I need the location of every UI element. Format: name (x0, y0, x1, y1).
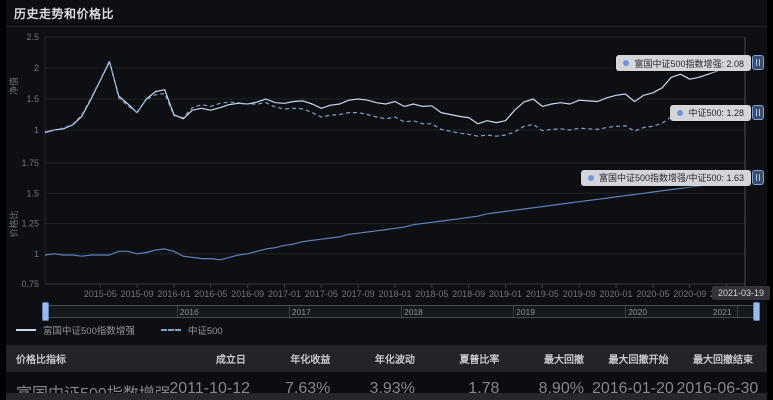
svg-text:1: 1 (34, 125, 39, 135)
series-dot-icon (623, 60, 630, 67)
grip-lines-icon (756, 173, 760, 181)
grip-lines-icon (756, 108, 760, 116)
axis-pointer-handle[interactable] (752, 169, 764, 185)
legend-label: 中证500 (187, 326, 223, 337)
svg-text:净值: 净值 (8, 77, 19, 95)
legend-label: 富国中证500指数增强 (43, 326, 135, 337)
svg-text:2016-05: 2016-05 (194, 289, 227, 299)
table-header-cell: 最大回撤 (543, 355, 584, 366)
svg-text:2: 2 (34, 63, 39, 73)
svg-text:2020-05: 2020-05 (636, 289, 669, 299)
svg-text:1.5: 1.5 (26, 94, 39, 104)
nav-ratio-chart[interactable]: 1 1.5 2 2.5 0.75 1 1.25 1.5 1.75 净值价格比 2015-05 2015… (0, 0, 773, 302)
series-value-text: 富国中证500指数增强: 2.08 (634, 58, 744, 69)
svg-text:2017-09: 2017-09 (342, 289, 375, 299)
svg-text:2016-01: 2016-01 (157, 289, 190, 299)
legend-item-fund[interactable]: 富国中证500指数增强 (16, 323, 135, 337)
datazoom-year-tick (625, 306, 627, 317)
datazoom-year-tick (737, 306, 739, 317)
series-value-text: 中证500: 1.28 (688, 108, 744, 119)
title-bar: 历史走势和价格比 (6, 0, 767, 27)
table-footer-strip (6, 393, 767, 400)
series-dot-icon (587, 174, 594, 181)
svg-text:2015-09: 2015-09 (121, 289, 154, 299)
chart-legend: 富国中证500指数增强 中证500 (16, 322, 223, 338)
table-cell: 2016-01-20 (591, 380, 674, 397)
svg-text:2017-01: 2017-01 (268, 289, 301, 299)
grip-lines-icon (756, 59, 760, 67)
svg-text:2020-09: 2020-09 (673, 289, 706, 299)
series-dot-icon (677, 109, 684, 116)
svg-text:2019-09: 2019-09 (563, 289, 596, 299)
legend-item-index[interactable]: 中证500 (160, 323, 223, 337)
section-title: 历史走势和价格比 (14, 6, 115, 21)
legend-line-dashed-icon (160, 329, 181, 331)
table-cell: 8.90% (538, 380, 584, 397)
svg-text:2019-05: 2019-05 (526, 289, 559, 299)
datazoom-slider[interactable]: 2016 2017 2018 2019 2020 2021 (42, 302, 760, 321)
svg-text:1: 1 (34, 249, 39, 259)
table-header-cell: 最大回撤开始 (608, 355, 669, 366)
datazoom-handle-right[interactable] (753, 302, 760, 321)
svg-text:0.75: 0.75 (21, 279, 39, 289)
table-cell: 2011-10-12 (169, 380, 251, 397)
table-header-cell: 成立日 (215, 355, 246, 366)
svg-text:1.25: 1.25 (21, 219, 39, 229)
svg-text:价格比: 价格比 (8, 210, 19, 237)
datazoom-year-label: 2017 (291, 307, 311, 317)
series-value-label-index: 中证500: 1.28 (670, 104, 751, 121)
svg-text:2018-05: 2018-05 (415, 289, 448, 299)
table-header-cell: 最大回撤结束 (692, 355, 753, 366)
table-cell: 3.93% (369, 380, 415, 397)
svg-text:1.75: 1.75 (21, 158, 39, 168)
axis-pointer-handle[interactable] (752, 55, 764, 71)
datazoom-handle-left[interactable] (42, 302, 49, 321)
axis-pointer-handle[interactable] (752, 104, 764, 120)
table-cell: 2016-06-30 (676, 380, 759, 397)
svg-text:2016-09: 2016-09 (231, 289, 264, 299)
datazoom-year-tick (288, 306, 290, 317)
legend-line-solid-icon (16, 329, 36, 331)
series-value-label-ratio: 富国中证500指数增强/中证500: 1.63 (580, 169, 751, 186)
svg-text:2017-05: 2017-05 (305, 289, 338, 299)
svg-text:2020-01: 2020-01 (600, 289, 633, 299)
datazoom-year-label: 2021 (712, 307, 732, 317)
table-header-cell: 夏普比率 (459, 355, 500, 366)
datazoom-year-tick (401, 306, 402, 317)
datazoom-year-label: 2016 (179, 307, 199, 317)
datazoom-year-label: 2020 (628, 307, 648, 317)
svg-text:1.5: 1.5 (26, 188, 39, 198)
svg-text:2.5: 2.5 (26, 32, 39, 42)
svg-text:2015-05: 2015-05 (84, 289, 117, 299)
table-header-cell: 年化收益 (290, 355, 331, 366)
table-header-cell: 年化波动 (374, 355, 415, 366)
datazoom-year-label: 2019 (516, 307, 536, 317)
series-value-text: 富国中证500指数增强/中证500: 1.63 (598, 173, 744, 184)
table-header-cell: 价格比指标 (16, 355, 66, 366)
svg-text:2018-01: 2018-01 (378, 289, 411, 299)
table-cell: 7.63% (285, 380, 331, 397)
datazoom-year-label: 2018 (404, 307, 423, 317)
svg-text:2018-09: 2018-09 (452, 289, 485, 299)
svg-text:2019-01: 2019-01 (489, 289, 522, 299)
datazoom-year-tick (513, 306, 515, 317)
datazoom-year-tick (176, 306, 178, 317)
axis-pointer-date-label: 2021-03-19 (711, 286, 770, 300)
series-value-label-fund: 富国中证500指数增强: 2.08 (616, 55, 751, 72)
table-cell: 1.78 (468, 380, 500, 397)
table-header-row: 价格比指标 成立日 年化收益 年化波动 夏普比率 最大回撤 最大回撤开始 最大回撤结束 (6, 345, 767, 372)
